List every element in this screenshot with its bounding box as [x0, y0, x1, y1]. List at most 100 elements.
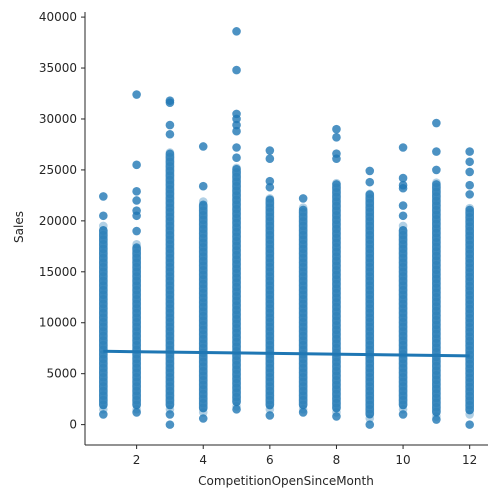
data-point [99, 317, 108, 327]
data-point [232, 383, 241, 393]
data-point [232, 250, 241, 260]
data-point [232, 360, 241, 370]
data-point [465, 313, 474, 323]
data-point [432, 366, 441, 375]
data-point [232, 282, 241, 292]
data-point [432, 165, 441, 175]
data-point [332, 224, 341, 234]
data-point [398, 267, 408, 277]
data-point [198, 362, 208, 371]
data-point [265, 285, 275, 295]
data-point [432, 283, 441, 293]
data-point [365, 189, 375, 199]
data-point [398, 295, 408, 304]
data-point [265, 322, 275, 332]
data-point [398, 272, 408, 281]
data-point [198, 229, 208, 238]
data-point [265, 203, 275, 212]
data-point [232, 109, 241, 119]
data-point [465, 286, 474, 295]
data-point [432, 311, 441, 320]
data-point [165, 368, 175, 377]
dense-points [298, 205, 308, 410]
data-point [398, 345, 408, 355]
data-point [398, 290, 408, 300]
data-point [298, 203, 308, 212]
data-point [465, 258, 474, 268]
data-point [132, 363, 141, 373]
data-point [465, 318, 474, 328]
point-column [265, 146, 275, 420]
data-point [365, 258, 375, 267]
data-point [232, 392, 241, 402]
data-point [298, 359, 308, 368]
data-point [332, 412, 341, 421]
data-point [265, 217, 275, 226]
data-point [465, 323, 474, 332]
data-point [99, 410, 108, 419]
y-tick-label: 15000 [39, 265, 77, 279]
data-point [198, 181, 208, 191]
data-point [165, 217, 175, 226]
data-point [432, 315, 441, 325]
data-point [198, 357, 208, 367]
data-point [365, 308, 375, 318]
data-point [465, 222, 474, 231]
data-point [198, 215, 208, 225]
data-point [332, 192, 341, 202]
data-point [398, 244, 408, 254]
data-point [265, 372, 275, 382]
data-point [132, 304, 141, 313]
data-point [99, 235, 108, 245]
data-point [165, 221, 175, 231]
data-point [365, 226, 375, 235]
data-point [465, 226, 474, 236]
data-point [132, 160, 141, 170]
data-point [165, 258, 175, 267]
data-point [465, 368, 474, 378]
data-point [165, 212, 175, 222]
data-point [365, 363, 375, 373]
data-point [298, 239, 308, 249]
data-point [165, 354, 175, 364]
data-point [398, 235, 408, 245]
data-point [198, 293, 208, 303]
data-point [265, 230, 275, 240]
data-point [432, 393, 441, 403]
data-point [432, 187, 441, 197]
data-point [198, 316, 208, 326]
data-point [165, 203, 175, 212]
data-point [432, 178, 441, 187]
data-point [198, 398, 208, 408]
data-point [99, 230, 108, 240]
data-point [398, 331, 408, 341]
data-point [332, 339, 341, 348]
data-point [398, 258, 408, 267]
data-point [332, 233, 341, 243]
dense-points [165, 149, 175, 410]
data-point [432, 233, 441, 242]
data-point [198, 201, 208, 211]
data-point [298, 194, 308, 203]
point-column [432, 118, 441, 424]
data-point [465, 359, 474, 369]
data-point [232, 241, 241, 251]
data-point [132, 285, 141, 295]
data-point [165, 327, 175, 336]
data-point [265, 194, 275, 203]
data-point [198, 334, 208, 344]
data-point [332, 197, 341, 206]
data-point [365, 395, 375, 405]
data-point [465, 295, 474, 305]
data-point [165, 148, 175, 157]
y-tick-label: 20000 [39, 214, 77, 228]
data-point [165, 359, 175, 368]
y-tick-label: 30000 [39, 112, 77, 126]
data-point [165, 363, 175, 373]
data-point [198, 243, 208, 252]
data-point [232, 143, 241, 152]
data-point [99, 386, 108, 396]
data-point [465, 272, 474, 282]
data-point [332, 403, 341, 413]
data-point [332, 284, 341, 293]
